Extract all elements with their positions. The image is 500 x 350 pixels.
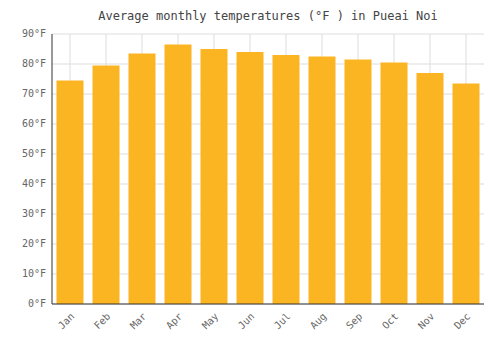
- bar: [201, 49, 228, 304]
- y-tick-label: 40°F: [22, 178, 46, 189]
- bar: [165, 45, 192, 305]
- y-tick-label: 30°F: [22, 208, 46, 219]
- bar: [129, 54, 156, 305]
- x-tick-label: Aug: [308, 311, 329, 332]
- x-tick-label: Feb: [92, 311, 113, 332]
- x-tick-label: May: [200, 311, 221, 332]
- bar: [237, 52, 264, 304]
- y-tick-label: 10°F: [22, 268, 46, 279]
- x-tick-label: Jan: [56, 311, 77, 332]
- y-tick-label: 70°F: [22, 88, 46, 99]
- bar: [417, 73, 444, 304]
- y-tick-label: 80°F: [22, 58, 46, 69]
- x-tick-label: Jul: [272, 311, 293, 332]
- x-tick-label: Nov: [416, 311, 437, 332]
- x-tick-label: Dec: [452, 311, 473, 332]
- bar: [57, 81, 84, 305]
- bars: [57, 45, 480, 305]
- x-tick-label: Jun: [236, 311, 257, 332]
- y-grid-line: [52, 304, 484, 305]
- x-axis-line: [52, 304, 484, 305]
- grid: [52, 34, 484, 304]
- chart-title: Average monthly temperatures (°F ) in Pu…: [98, 9, 438, 23]
- bar: [93, 66, 120, 305]
- x-tick-label: Sep: [344, 311, 365, 332]
- bar: [309, 57, 336, 305]
- bar: [273, 55, 300, 304]
- x-tick-label: Apr: [164, 311, 185, 332]
- chart-svg: Average monthly temperatures (°F ) in Pu…: [0, 0, 500, 350]
- bar: [453, 84, 480, 305]
- y-tick-label: 50°F: [22, 148, 46, 159]
- y-tick-label: 60°F: [22, 118, 46, 129]
- x-tick-label: Oct: [380, 311, 401, 332]
- bar: [381, 63, 408, 305]
- y-grid-line: [52, 64, 484, 65]
- y-grid-line: [52, 34, 484, 35]
- y-tick-label: 0°F: [28, 298, 46, 309]
- x-tick-label: Mar: [128, 311, 149, 332]
- chart-container: Average monthly temperatures (°F ) in Pu…: [0, 0, 500, 350]
- bar: [345, 60, 372, 305]
- y-tick-label: 90°F: [22, 28, 46, 39]
- y-tick-label: 20°F: [22, 238, 46, 249]
- y-axis-line: [52, 34, 53, 304]
